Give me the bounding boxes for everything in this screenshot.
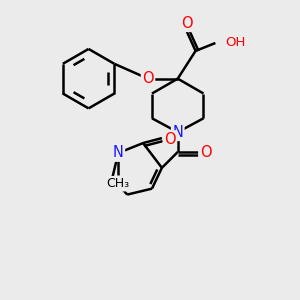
Text: O: O [181,16,193,31]
Text: OH: OH [225,37,246,50]
Text: O: O [164,132,176,147]
Text: O: O [200,146,211,160]
Text: N: N [113,146,124,160]
Text: CH₃: CH₃ [107,177,130,190]
Text: O: O [142,71,154,86]
Text: N: N [172,125,183,140]
